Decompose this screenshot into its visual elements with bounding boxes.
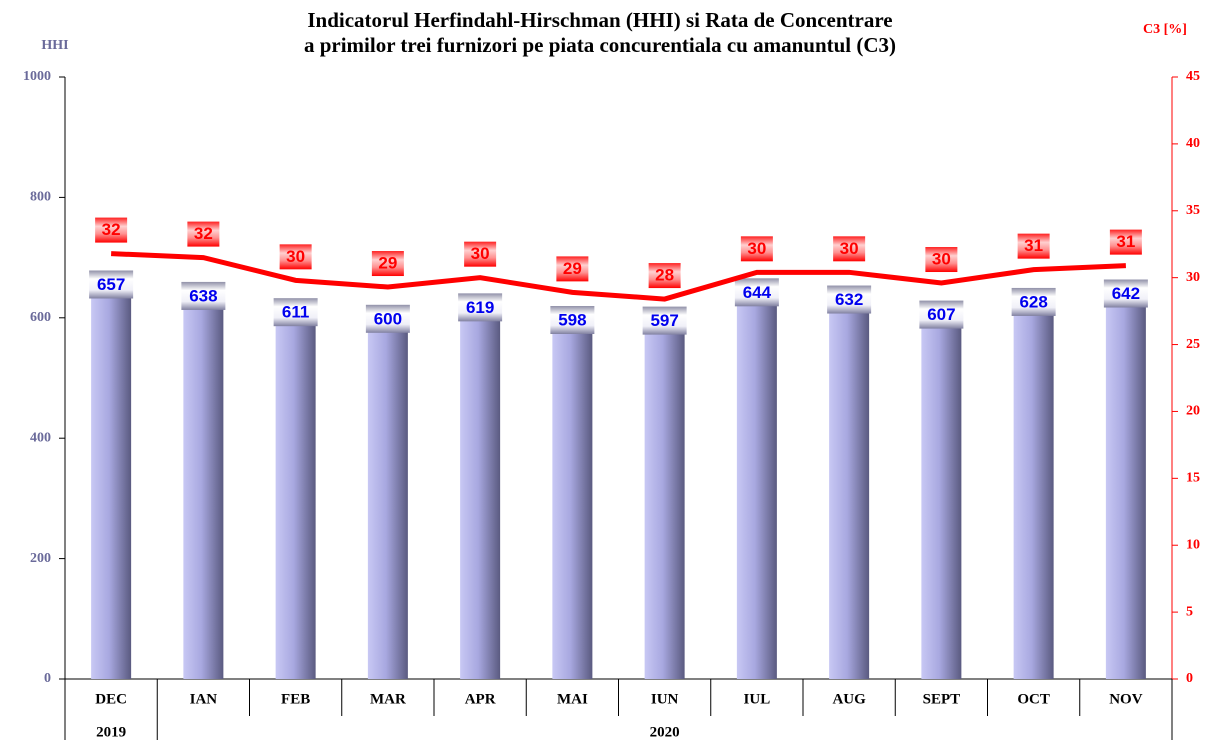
bar-label: 628 <box>1019 292 1047 311</box>
bar <box>644 319 685 679</box>
y2-tick-label: 5 <box>1186 604 1193 619</box>
line-label: 30 <box>932 250 951 269</box>
bar-label: 619 <box>466 298 494 317</box>
bar <box>183 294 224 679</box>
bar-label-box <box>1011 287 1056 316</box>
x-tick-label: FEB <box>281 691 310 707</box>
y2-tick-label: 25 <box>1186 337 1200 352</box>
line-label-box <box>740 236 773 262</box>
line-label: 32 <box>194 224 213 243</box>
bar <box>91 283 132 679</box>
line-label-box <box>279 244 312 270</box>
bar-label: 632 <box>835 290 863 309</box>
bar-label-box <box>642 306 687 335</box>
bar-label: 642 <box>1112 284 1140 303</box>
y2-tick-label: 40 <box>1186 136 1200 151</box>
bar <box>275 311 316 679</box>
y-tick-label: 200 <box>30 551 51 566</box>
y-tick-label: 600 <box>30 310 51 325</box>
line-label: 30 <box>840 239 859 258</box>
bar-label: 644 <box>743 283 772 302</box>
bar-label-box <box>734 278 779 307</box>
x-tick-label: IAN <box>190 691 218 707</box>
bar-label-box <box>365 304 410 333</box>
y-tick-label: 0 <box>44 671 51 686</box>
y2-tick-label: 10 <box>1186 537 1200 552</box>
bar-label: 600 <box>374 309 402 328</box>
y-tick-label: 1000 <box>23 69 51 84</box>
chart-title: a primilor trei furnizori pe piata concu… <box>304 33 896 57</box>
y2-tick-label: 15 <box>1186 471 1200 486</box>
bar-label-box <box>827 285 872 314</box>
line-label-box <box>464 241 497 267</box>
bar <box>1105 292 1146 679</box>
x-tick-label: SEPT <box>923 691 961 707</box>
bar-label-box <box>181 281 226 310</box>
y2-tick-label: 30 <box>1186 270 1200 285</box>
bar <box>921 313 962 679</box>
bar-label-box <box>550 306 595 335</box>
line-label-box <box>1109 229 1142 255</box>
x-tick-label: NOV <box>1109 691 1143 707</box>
line-label: 31 <box>1024 236 1043 255</box>
x-tick-label: MAI <box>557 691 588 707</box>
x-tick-label: IUN <box>651 691 679 707</box>
y2-tick-label: 35 <box>1186 203 1200 218</box>
x-tick-label: AUG <box>832 691 866 707</box>
bar-label: 597 <box>650 311 678 330</box>
line-label-box <box>648 263 681 289</box>
bar-label: 611 <box>282 303 309 322</box>
bar-label: 657 <box>97 275 125 294</box>
group-label: 2019 <box>96 724 126 740</box>
x-tick-label: APR <box>465 691 496 707</box>
bar-label-box <box>1103 279 1148 308</box>
y-tick-label: 400 <box>30 430 51 445</box>
line-label: 32 <box>102 220 121 239</box>
bar-label: 598 <box>558 310 586 329</box>
line-label-box <box>925 247 958 273</box>
line-label-box <box>95 217 128 243</box>
x-tick-label: IUL <box>744 691 771 707</box>
bar <box>460 306 501 679</box>
group-label: 2020 <box>650 724 680 740</box>
y2-tick-label: 0 <box>1186 671 1193 686</box>
line-label: 29 <box>563 259 582 278</box>
bar-label-box <box>919 300 964 329</box>
line-label-box <box>187 221 220 247</box>
bar-label-box <box>458 293 503 322</box>
line-label: 28 <box>655 266 674 285</box>
y2-tick-label: 45 <box>1186 69 1200 84</box>
bar <box>829 298 870 679</box>
line-label: 30 <box>747 239 766 258</box>
line-label: 30 <box>471 244 490 263</box>
line-label: 31 <box>1116 232 1135 251</box>
bar-label-box <box>273 298 318 327</box>
y-tick-label: 800 <box>30 190 51 205</box>
y2-axis-title: C3 [%] <box>1143 22 1187 37</box>
bar-label: 638 <box>189 286 217 305</box>
chart-title: Indicatorul Herfindahl-Hirschman (HHI) s… <box>307 8 892 32</box>
line-label-box <box>1017 233 1050 259</box>
line-label: 29 <box>378 254 397 273</box>
bar <box>367 317 408 679</box>
line-label: 30 <box>286 247 305 266</box>
bar-label-box <box>89 270 134 299</box>
y2-tick-label: 20 <box>1186 404 1200 419</box>
x-tick-label: MAR <box>370 691 406 707</box>
bar <box>552 319 593 679</box>
bar <box>1013 300 1054 679</box>
bar <box>736 291 777 679</box>
line-label-box <box>371 251 404 277</box>
bar-label: 607 <box>927 305 955 324</box>
x-tick-label: DEC <box>95 691 127 707</box>
y-axis-title: HHI <box>41 38 68 53</box>
line <box>111 251 1126 302</box>
line-label-box <box>833 236 866 262</box>
x-tick-label: OCT <box>1017 691 1050 707</box>
line-label-box <box>556 256 589 282</box>
